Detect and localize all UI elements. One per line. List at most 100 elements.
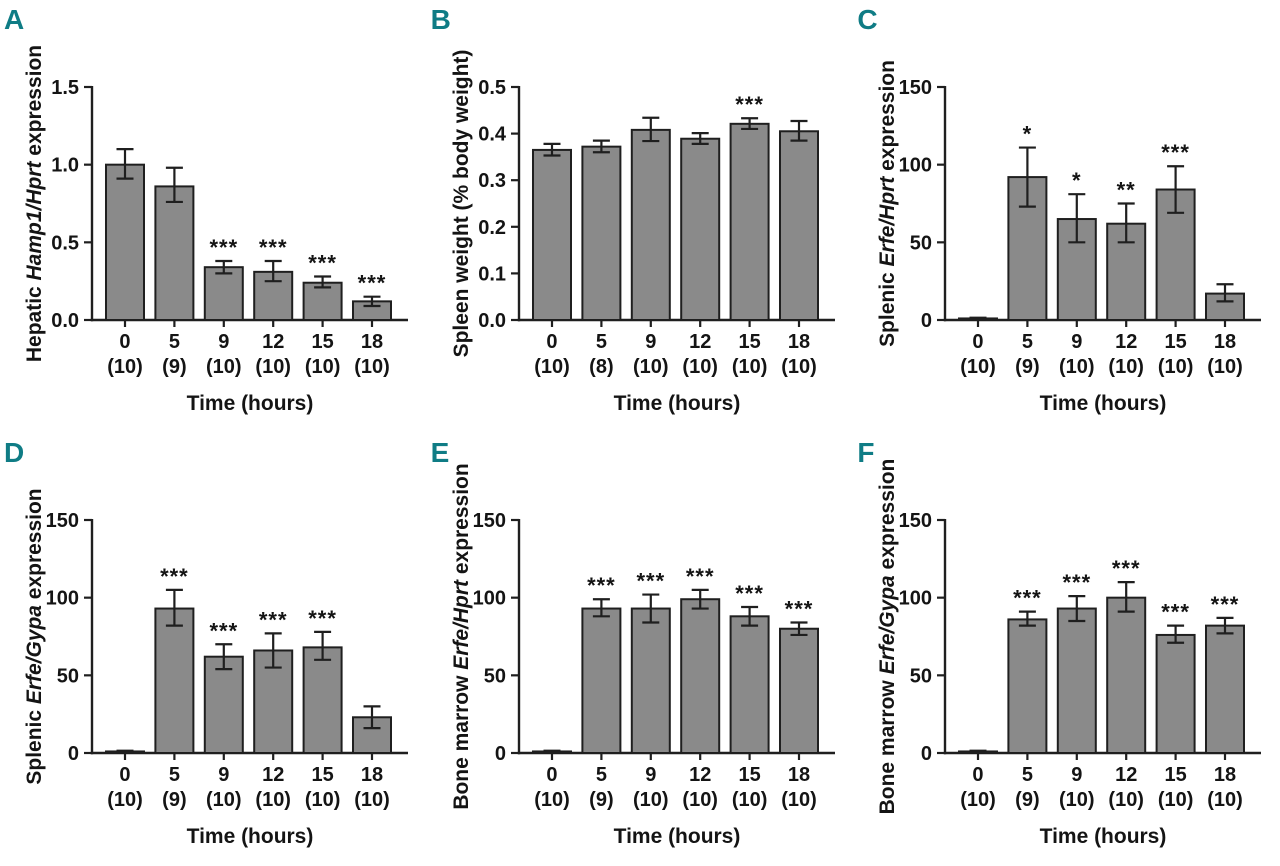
x-tick-label: 18 xyxy=(361,764,383,786)
x-tick-label: 12 xyxy=(262,331,284,353)
bar xyxy=(531,148,572,321)
panel-b: B 0.0 0.1 0.2 0.3 0.4 0.5 0 (10) 5 (8) 9 (10) 12 (10)… xyxy=(427,0,854,433)
panel-letter-e: E xyxy=(430,437,450,468)
bar xyxy=(679,137,720,321)
n-label: (10) xyxy=(305,356,341,378)
bar xyxy=(630,607,671,754)
bar-chart-bone-marrow-erfe-hprt: 0 50 100 150 0 (10) *** 5 (9) *** 9 (10) *** 12 (10) **… xyxy=(450,463,835,848)
y-axis-title: Bone marrow Erfe/Gypa expression xyxy=(876,459,899,815)
y-tick-label: 50 xyxy=(910,665,932,687)
x-tick-label: 9 xyxy=(1072,331,1083,353)
bar xyxy=(154,185,195,321)
y-axis-title: Spleen weight (% body weight) xyxy=(450,50,473,358)
significance-label: *** xyxy=(1211,592,1240,617)
y-tick-label: 100 xyxy=(472,588,505,610)
n-label: (10) xyxy=(1109,789,1145,811)
x-tick-label: 0 xyxy=(973,764,984,786)
x-tick-label: 9 xyxy=(645,331,656,353)
panel-letter-c: C xyxy=(857,4,878,35)
y-tick-label: 50 xyxy=(910,232,932,254)
n-label: (9) xyxy=(162,789,186,811)
x-axis-title: Time (hours) xyxy=(613,825,740,848)
x-tick-label: 12 xyxy=(1115,331,1137,353)
n-label: (10) xyxy=(1059,789,1095,811)
bar-chart-splenic-erfe-gypa: 0 50 100 150 0 (10) *** 5 (9) *** 9 (10) *** 12 (10) **… xyxy=(23,488,408,848)
bar xyxy=(302,281,343,321)
bar xyxy=(154,607,195,754)
y-tick-label: 0.2 xyxy=(478,217,506,239)
bar xyxy=(778,627,819,754)
bar xyxy=(1057,607,1098,754)
significance-label: *** xyxy=(209,235,238,260)
panel-a: A 0.0 0.5 1.0 1.5 0 (10) 5 (9) *** 9 (10) *** 12 (10)… xyxy=(0,0,427,433)
bar xyxy=(203,266,244,321)
panel-f: F 0 50 100 150 0 (10) *** 5 (9) *** 9 (10) *** 12 (10)… xyxy=(853,433,1280,866)
y-tick-label: 100 xyxy=(46,588,79,610)
significance-label: *** xyxy=(160,564,189,589)
n-label: (10) xyxy=(534,356,570,378)
n-label: (10) xyxy=(107,356,143,378)
x-tick-label: 15 xyxy=(738,331,760,353)
x-tick-label: 15 xyxy=(311,331,333,353)
panel-e: E 0 50 100 150 0 (10) *** 5 (9) *** 9 (10) *** 12 (10)… xyxy=(427,433,854,866)
n-label: (10) xyxy=(1158,789,1194,811)
x-tick-label: 0 xyxy=(119,764,130,786)
significance-label: *** xyxy=(259,235,288,260)
significance-label: *** xyxy=(735,581,764,606)
panel-d: D 0 50 100 150 0 (10) *** 5 (9) *** 9 (10) *** 12 (10)… xyxy=(0,433,427,866)
x-tick-label: 18 xyxy=(788,331,810,353)
x-tick-label: 15 xyxy=(738,764,760,786)
panel-letter-d: D xyxy=(4,437,25,468)
y-tick-label: 0.3 xyxy=(478,170,506,192)
significance-label: *** xyxy=(1013,586,1042,611)
y-tick-label: 150 xyxy=(46,510,79,532)
y-tick-label: 0 xyxy=(495,743,506,765)
x-tick-label: 15 xyxy=(1165,764,1187,786)
bar xyxy=(1155,633,1196,754)
y-tick-label: 0.0 xyxy=(51,310,79,332)
bar xyxy=(729,122,770,321)
n-label: (10) xyxy=(633,356,669,378)
x-tick-label: 9 xyxy=(218,764,229,786)
bar-chart-spleen-weight: 0.0 0.1 0.2 0.3 0.4 0.5 0 (10) 5 (8) 9 (10) 12 (10) **… xyxy=(450,50,835,415)
significance-label: *** xyxy=(1162,600,1191,625)
significance-label: *** xyxy=(587,573,616,598)
x-tick-label: 18 xyxy=(361,331,383,353)
y-tick-label: 0.4 xyxy=(478,124,506,146)
n-label: (10) xyxy=(633,789,669,811)
bar xyxy=(581,145,622,321)
bar xyxy=(679,598,720,754)
x-tick-label: 12 xyxy=(689,764,711,786)
x-tick-label: 0 xyxy=(546,331,557,353)
y-axis-title: Bone marrow Erfe/Hprt expression xyxy=(450,463,473,809)
significance-label: *** xyxy=(636,569,665,594)
significance-label: *** xyxy=(259,607,288,632)
y-tick-label: 0.5 xyxy=(51,232,79,254)
significance-label: *** xyxy=(358,271,387,296)
y-axis-title: Hepatic Hamp1/Hprt expression xyxy=(23,45,46,362)
bar xyxy=(104,163,145,321)
n-label: (10) xyxy=(961,356,997,378)
y-tick-label: 0 xyxy=(68,743,79,765)
bar xyxy=(1106,596,1147,754)
panel-letter-a: A xyxy=(4,4,25,35)
significance-label: *** xyxy=(308,251,337,276)
x-tick-label: 5 xyxy=(595,331,606,353)
significance-label: * xyxy=(1072,168,1082,193)
x-tick-label: 15 xyxy=(1165,331,1187,353)
bar xyxy=(302,646,343,754)
significance-label: ** xyxy=(1117,178,1136,203)
n-label: (10) xyxy=(1208,356,1244,378)
bar xyxy=(630,128,671,321)
x-tick-label: 9 xyxy=(645,764,656,786)
n-label: (10) xyxy=(206,789,242,811)
n-label: (10) xyxy=(1208,789,1244,811)
x-tick-label: 12 xyxy=(689,331,711,353)
n-label: (10) xyxy=(255,356,291,378)
n-label: (10) xyxy=(781,789,817,811)
y-axis-title: Splenic Erfe/Gypa expression xyxy=(23,488,46,784)
significance-label: *** xyxy=(308,606,337,631)
n-label: (10) xyxy=(731,356,767,378)
x-tick-label: 5 xyxy=(169,764,180,786)
